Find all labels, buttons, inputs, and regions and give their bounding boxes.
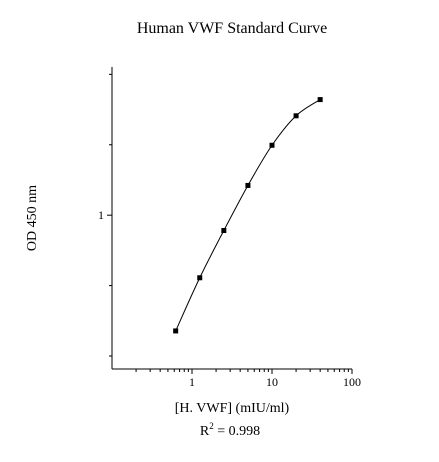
data-point: [197, 275, 203, 281]
data-point: [269, 142, 275, 148]
r-squared-exponent: 2: [209, 421, 214, 431]
data-point: [221, 228, 227, 234]
plot-area: 1 10 100 1: [98, 67, 361, 389]
data-point: [245, 182, 251, 188]
data-point: [293, 113, 299, 119]
y-axis-label: OD 450 nm: [25, 185, 40, 251]
chart-title: Human VWF Standard Curve: [137, 20, 327, 37]
series-line: [175, 99, 321, 332]
data-point: [173, 328, 179, 334]
x-tick-label: 100: [343, 375, 361, 389]
y-tick-label: 1: [98, 208, 104, 222]
r-squared-symbol: R: [200, 424, 210, 439]
x-tick-label: 10: [266, 375, 278, 389]
r-squared-value: = 0.998: [214, 424, 260, 439]
x-axis-label: [H. VWF] (mIU/ml): [175, 401, 290, 416]
data-point: [317, 97, 323, 103]
x-tick-label: 1: [189, 375, 195, 389]
r-squared-annotation: R2 = 0.998: [200, 421, 260, 439]
